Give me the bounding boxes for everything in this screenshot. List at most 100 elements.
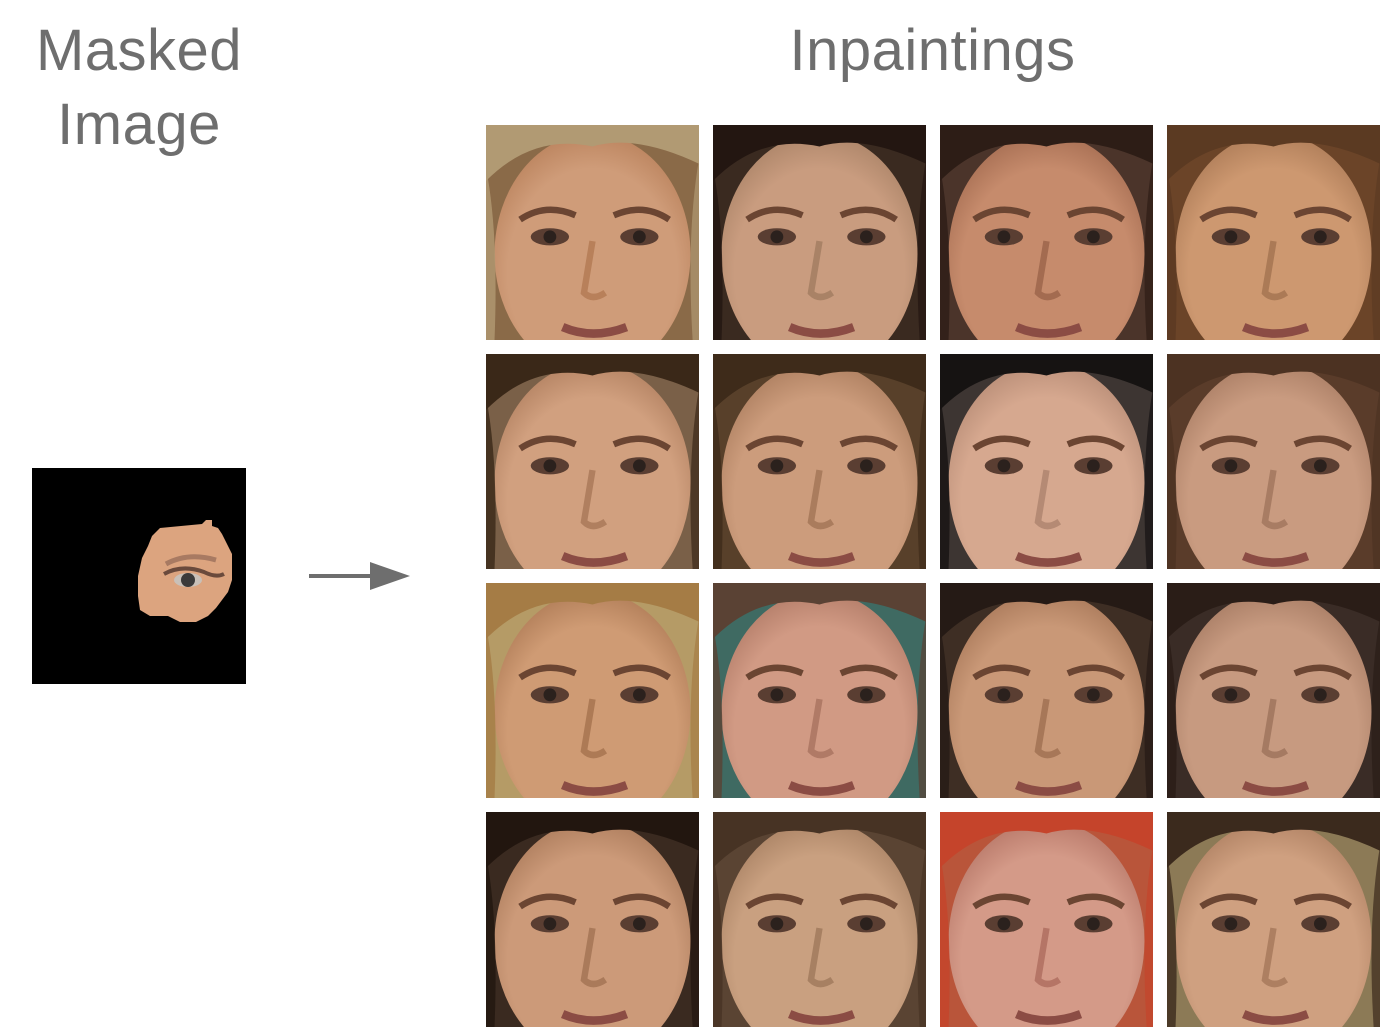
inpainting-tile — [713, 125, 926, 340]
hair — [1167, 354, 1380, 410]
visible-skin-region — [138, 520, 232, 622]
face-skin — [721, 362, 918, 569]
masked-image — [32, 468, 246, 684]
nose — [580, 698, 608, 759]
mouth — [561, 1010, 629, 1025]
hair — [1167, 125, 1380, 181]
hair — [940, 812, 1153, 868]
nose — [1034, 698, 1062, 759]
nose — [807, 698, 835, 759]
inpainting-tile — [486, 125, 699, 340]
face-skin — [948, 591, 1145, 798]
hair — [940, 583, 1153, 639]
hair — [713, 354, 926, 410]
face-image — [713, 354, 926, 569]
face-skin — [1175, 362, 1372, 569]
eyebrow-shadow — [164, 554, 217, 567]
face-image — [940, 354, 1153, 569]
inpainting-tile — [940, 125, 1153, 340]
mouth — [788, 552, 856, 567]
nose — [1034, 240, 1062, 301]
inpainting-tile — [1167, 583, 1380, 798]
face-skin — [948, 133, 1145, 340]
mouth — [561, 781, 629, 796]
face-skin — [948, 820, 1145, 1027]
face-skin — [721, 591, 918, 798]
hair — [713, 583, 926, 639]
mouth — [1242, 1010, 1310, 1025]
mouth — [1242, 323, 1310, 338]
hair — [486, 354, 699, 410]
face-skin — [494, 591, 691, 798]
face-image — [940, 583, 1153, 798]
mouth — [788, 323, 856, 338]
inpainting-tile — [486, 354, 699, 569]
inpainting-tile — [713, 354, 926, 569]
inpainting-tile — [1167, 812, 1380, 1027]
inpainting-tile — [940, 583, 1153, 798]
face-skin — [1175, 820, 1372, 1027]
hair — [940, 125, 1153, 181]
hair — [713, 125, 926, 181]
hair — [1167, 583, 1380, 639]
inpainting-tile — [940, 354, 1153, 569]
nose — [1261, 469, 1289, 530]
nose — [580, 469, 608, 530]
nose — [1261, 698, 1289, 759]
inpainting-tile — [713, 812, 926, 1027]
inpainting-tile — [486, 812, 699, 1027]
nose — [807, 469, 835, 530]
face-image — [486, 125, 699, 340]
face-image — [1167, 812, 1380, 1027]
mouth — [1015, 552, 1083, 567]
mouth — [1242, 781, 1310, 796]
face-image — [1167, 354, 1380, 569]
face-skin — [494, 362, 691, 569]
face-image — [1167, 125, 1380, 340]
hair — [486, 125, 699, 181]
mouth — [1015, 323, 1083, 338]
iris-icon — [181, 573, 195, 587]
face-image — [713, 583, 926, 798]
mouth — [1242, 552, 1310, 567]
face-image — [486, 583, 699, 798]
face-skin — [721, 133, 918, 340]
right-arrow-icon — [309, 562, 410, 590]
inpaintings-title: Inpaintings — [789, 18, 1076, 83]
mouth — [788, 781, 856, 796]
face-skin — [1175, 133, 1372, 340]
face-skin — [494, 820, 691, 1027]
face-skin — [494, 133, 691, 340]
hair — [940, 354, 1153, 410]
hair — [1167, 812, 1380, 868]
mouth — [788, 1010, 856, 1025]
face-image — [713, 125, 926, 340]
face-image — [713, 812, 926, 1027]
nose — [1034, 927, 1062, 988]
face-image — [1167, 583, 1380, 798]
nose — [807, 927, 835, 988]
nose — [1034, 469, 1062, 530]
face-image — [940, 125, 1153, 340]
inpainting-tile — [713, 583, 926, 798]
face-image — [940, 812, 1153, 1027]
inpainting-tile — [1167, 354, 1380, 569]
mouth — [561, 323, 629, 338]
inpaintings-grid — [486, 125, 1380, 1028]
masked-eye-patch — [138, 520, 232, 622]
inpainting-tile — [1167, 125, 1380, 340]
mouth — [1015, 1010, 1083, 1025]
eyelid-line — [163, 566, 225, 578]
hair — [713, 812, 926, 868]
masked-image-title: Masked Image — [35, 18, 243, 157]
nose — [580, 927, 608, 988]
mouth — [561, 552, 629, 567]
hair — [486, 812, 699, 868]
face-skin — [948, 362, 1145, 569]
nose — [580, 240, 608, 301]
face-skin — [1175, 591, 1372, 798]
mouth — [1015, 781, 1083, 796]
inpainting-tile — [486, 583, 699, 798]
inpainting-tile — [940, 812, 1153, 1027]
face-image — [486, 354, 699, 569]
